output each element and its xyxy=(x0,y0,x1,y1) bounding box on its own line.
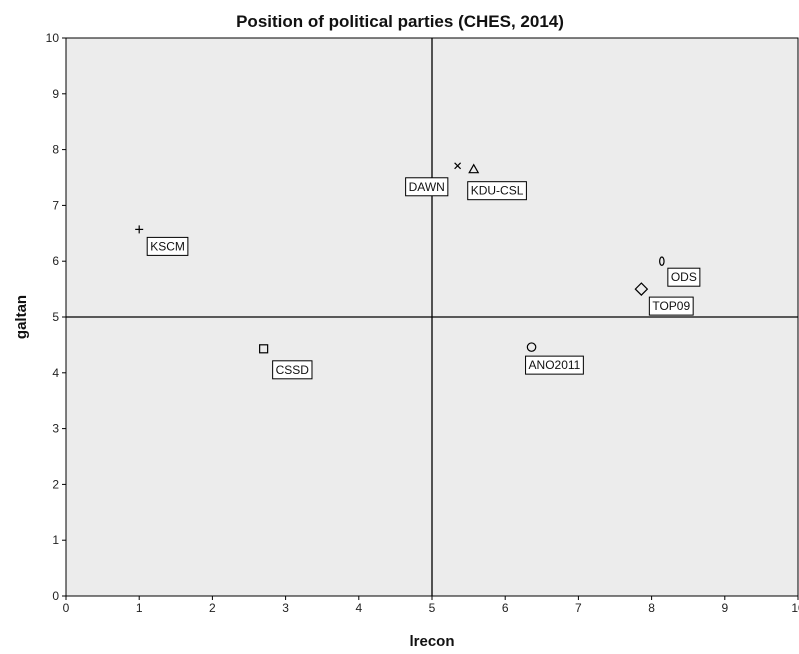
y-tick-label: 2 xyxy=(52,477,59,491)
diamond-marker xyxy=(634,282,649,296)
x-tick-label: 10 xyxy=(791,601,799,615)
point-label: TOP09 xyxy=(652,299,690,313)
point-label: DAWN xyxy=(409,180,445,194)
reference-lines xyxy=(66,38,798,596)
x-tick-label: 5 xyxy=(429,601,436,615)
point-label-box xyxy=(405,177,449,197)
square-marker xyxy=(259,344,269,354)
x-tick-label: 2 xyxy=(209,601,216,615)
data-point: CSSD xyxy=(259,344,313,380)
x-tick-label: 0 xyxy=(63,601,70,615)
x-tick-label: 3 xyxy=(282,601,289,615)
ellipse-marker xyxy=(659,256,665,266)
point-label-box xyxy=(146,236,189,256)
point-label: ODS xyxy=(671,270,697,284)
y-tick-label: 5 xyxy=(52,310,59,324)
point-label: KDU-CSL xyxy=(471,184,524,198)
chart-title: Position of political parties (CHES, 201… xyxy=(236,12,564,31)
y-tick-label: 8 xyxy=(52,143,59,157)
point-label-box xyxy=(525,355,584,375)
point-label: ANO2011 xyxy=(529,358,581,372)
y-tick-label: 7 xyxy=(52,198,59,212)
triangle-marker xyxy=(468,163,480,174)
point-label-box xyxy=(667,267,701,287)
x-tick-label: 9 xyxy=(721,601,728,615)
y-axis-ticks: 0 1 2 3 4 5 6 7 8 9 10 xyxy=(46,31,66,603)
point-label-box xyxy=(272,360,313,380)
point-label-box xyxy=(467,181,527,201)
data-point: KDU-CSL xyxy=(467,163,527,201)
data-point: DAWN xyxy=(405,162,462,197)
y-tick-label: 6 xyxy=(52,254,59,268)
x-tick-label: 1 xyxy=(136,601,143,615)
y-tick-label: 4 xyxy=(52,366,59,380)
data-point: ODS xyxy=(659,256,701,287)
y-tick-label: 3 xyxy=(52,422,59,436)
x-tick-label: 7 xyxy=(575,601,582,615)
x-marker xyxy=(454,162,462,170)
point-label: CSSD xyxy=(276,363,310,377)
y-tick-label: 0 xyxy=(52,589,59,603)
data-point: TOP09 xyxy=(634,282,694,316)
y-axis-label: galtan xyxy=(13,295,30,339)
y-tick-label: 1 xyxy=(52,533,59,547)
point-label: KSCM xyxy=(150,239,185,253)
data-point: KSCM xyxy=(135,225,189,256)
data-point: ANO2011 xyxy=(525,342,584,375)
y-tick-label: 10 xyxy=(46,31,60,45)
x-tick-label: 8 xyxy=(648,601,655,615)
x-tick-label: 4 xyxy=(355,601,362,615)
circle-marker xyxy=(526,342,537,352)
x-axis-ticks: 0 1 2 3 4 5 6 7 8 9 10 xyxy=(63,596,799,615)
point-label-box xyxy=(648,296,694,316)
data-points: KSCM CSSD DAWN KDU-CSL ANO2011 ODS TOP09 xyxy=(135,162,701,380)
y-tick-label: 9 xyxy=(52,87,59,101)
x-axis-label: lrecon xyxy=(409,633,454,650)
x-tick-label: 6 xyxy=(502,601,509,615)
